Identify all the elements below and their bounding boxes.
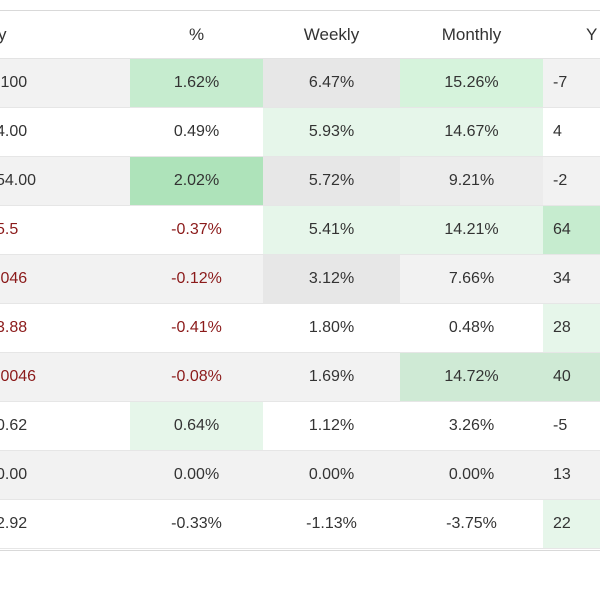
ytd-cell: 22 (543, 500, 600, 548)
weekly-cell: 1.12% (308, 417, 355, 434)
price-cell: 0.62 (0, 417, 28, 434)
table-frame (0, 10, 600, 551)
header-ytd[interactable]: Y (586, 25, 598, 44)
price-cell: 5.5 (0, 221, 19, 238)
price-cell: .046 (0, 270, 28, 287)
table-row[interactable]: 54.00 2.02% 5.72% 9.21% -2 (0, 157, 600, 206)
monthly-cell: 9.21% (400, 157, 543, 205)
weekly-cell: 5.93% (263, 108, 400, 156)
change-percent-cell: 1.62% (130, 59, 263, 107)
ytd-cell: 40 (543, 353, 600, 401)
change-percent-cell: 0.49% (173, 123, 220, 140)
table-row[interactable]: 0.62 0.64% 1.12% 3.26% -5 (0, 402, 600, 451)
monthly-cell: 3.26% (448, 417, 495, 434)
table-row[interactable]: 2.92 -0.33% -1.13% -3.75% 22 (0, 500, 600, 549)
change-percent-cell: -0.12% (171, 270, 222, 287)
change-percent-cell: -0.33% (171, 515, 222, 532)
table-row[interactable]: 4.00 0.49% 5.93% 14.67% 4 (0, 108, 600, 157)
weekly-cell: 0.00% (308, 466, 355, 483)
header-monthly[interactable]: Monthly (441, 25, 502, 44)
change-percent-cell: 2.02% (130, 157, 263, 205)
ytd-cell: 13 (553, 466, 571, 483)
change-percent-cell: -0.41% (171, 319, 222, 336)
monthly-cell: 15.26% (400, 59, 543, 107)
table-row[interactable]: 5.5 -0.37% 5.41% 14.21% 64 (0, 206, 600, 255)
price-cell: 4.00 (0, 123, 28, 140)
price-cell: 2.92 (0, 515, 28, 532)
table-row[interactable]: .046 -0.12% 3.12% 7.66% 34 (0, 255, 600, 304)
change-percent-cell: 0.00% (173, 466, 220, 483)
ytd-cell: 4 (553, 123, 562, 140)
ytd-cell: -2 (553, 172, 568, 189)
header-change-percent[interactable]: % (188, 25, 205, 44)
header-price[interactable]: y (0, 25, 7, 44)
monthly-cell: 7.66% (448, 270, 495, 287)
weekly-cell: 5.72% (263, 157, 400, 205)
price-cell: 54.00 (0, 172, 37, 189)
table-header: y % Weekly Monthly Y (0, 11, 600, 59)
monthly-cell: 0.48% (448, 319, 495, 336)
monthly-cell: 14.67% (400, 108, 543, 156)
table-body: ,100 1.62% 6.47% 15.26% -7 4.00 0.49% 5.… (0, 59, 600, 549)
table-row[interactable]: ,100 1.62% 6.47% 15.26% -7 (0, 59, 600, 108)
monthly-cell: 0.00% (448, 466, 495, 483)
weekly-cell: -1.13% (306, 515, 357, 532)
table-row[interactable]: 0.00 0.00% 0.00% 0.00% 13 (0, 451, 600, 500)
change-percent-cell: -0.08% (171, 368, 222, 385)
monthly-cell: 14.72% (400, 353, 543, 401)
table-row[interactable]: .0046 -0.08% 1.69% 14.72% 40 (0, 353, 600, 402)
ytd-cell: 64 (543, 206, 600, 254)
weekly-cell: 1.69% (308, 368, 355, 385)
weekly-cell: 3.12% (263, 255, 400, 303)
price-cell: ,100 (0, 74, 28, 91)
change-percent-cell: -0.37% (171, 221, 222, 238)
ytd-cell: -5 (553, 417, 568, 434)
change-percent-cell: 0.64% (130, 402, 263, 450)
table-row[interactable]: 3.88 -0.41% 1.80% 0.48% 28 (0, 304, 600, 353)
ytd-cell: 28 (543, 304, 600, 352)
weekly-cell: 6.47% (263, 59, 400, 107)
price-cell: 3.88 (0, 319, 28, 336)
monthly-cell: -3.75% (446, 515, 497, 532)
monthly-cell: 14.21% (400, 206, 543, 254)
header-weekly[interactable]: Weekly (303, 25, 360, 44)
weekly-cell: 1.80% (308, 319, 355, 336)
price-cell: 0.00 (0, 466, 28, 483)
ytd-cell: 34 (553, 270, 571, 287)
weekly-cell: 5.41% (263, 206, 400, 254)
price-cell: .0046 (0, 368, 37, 385)
ytd-cell: -7 (553, 74, 568, 91)
